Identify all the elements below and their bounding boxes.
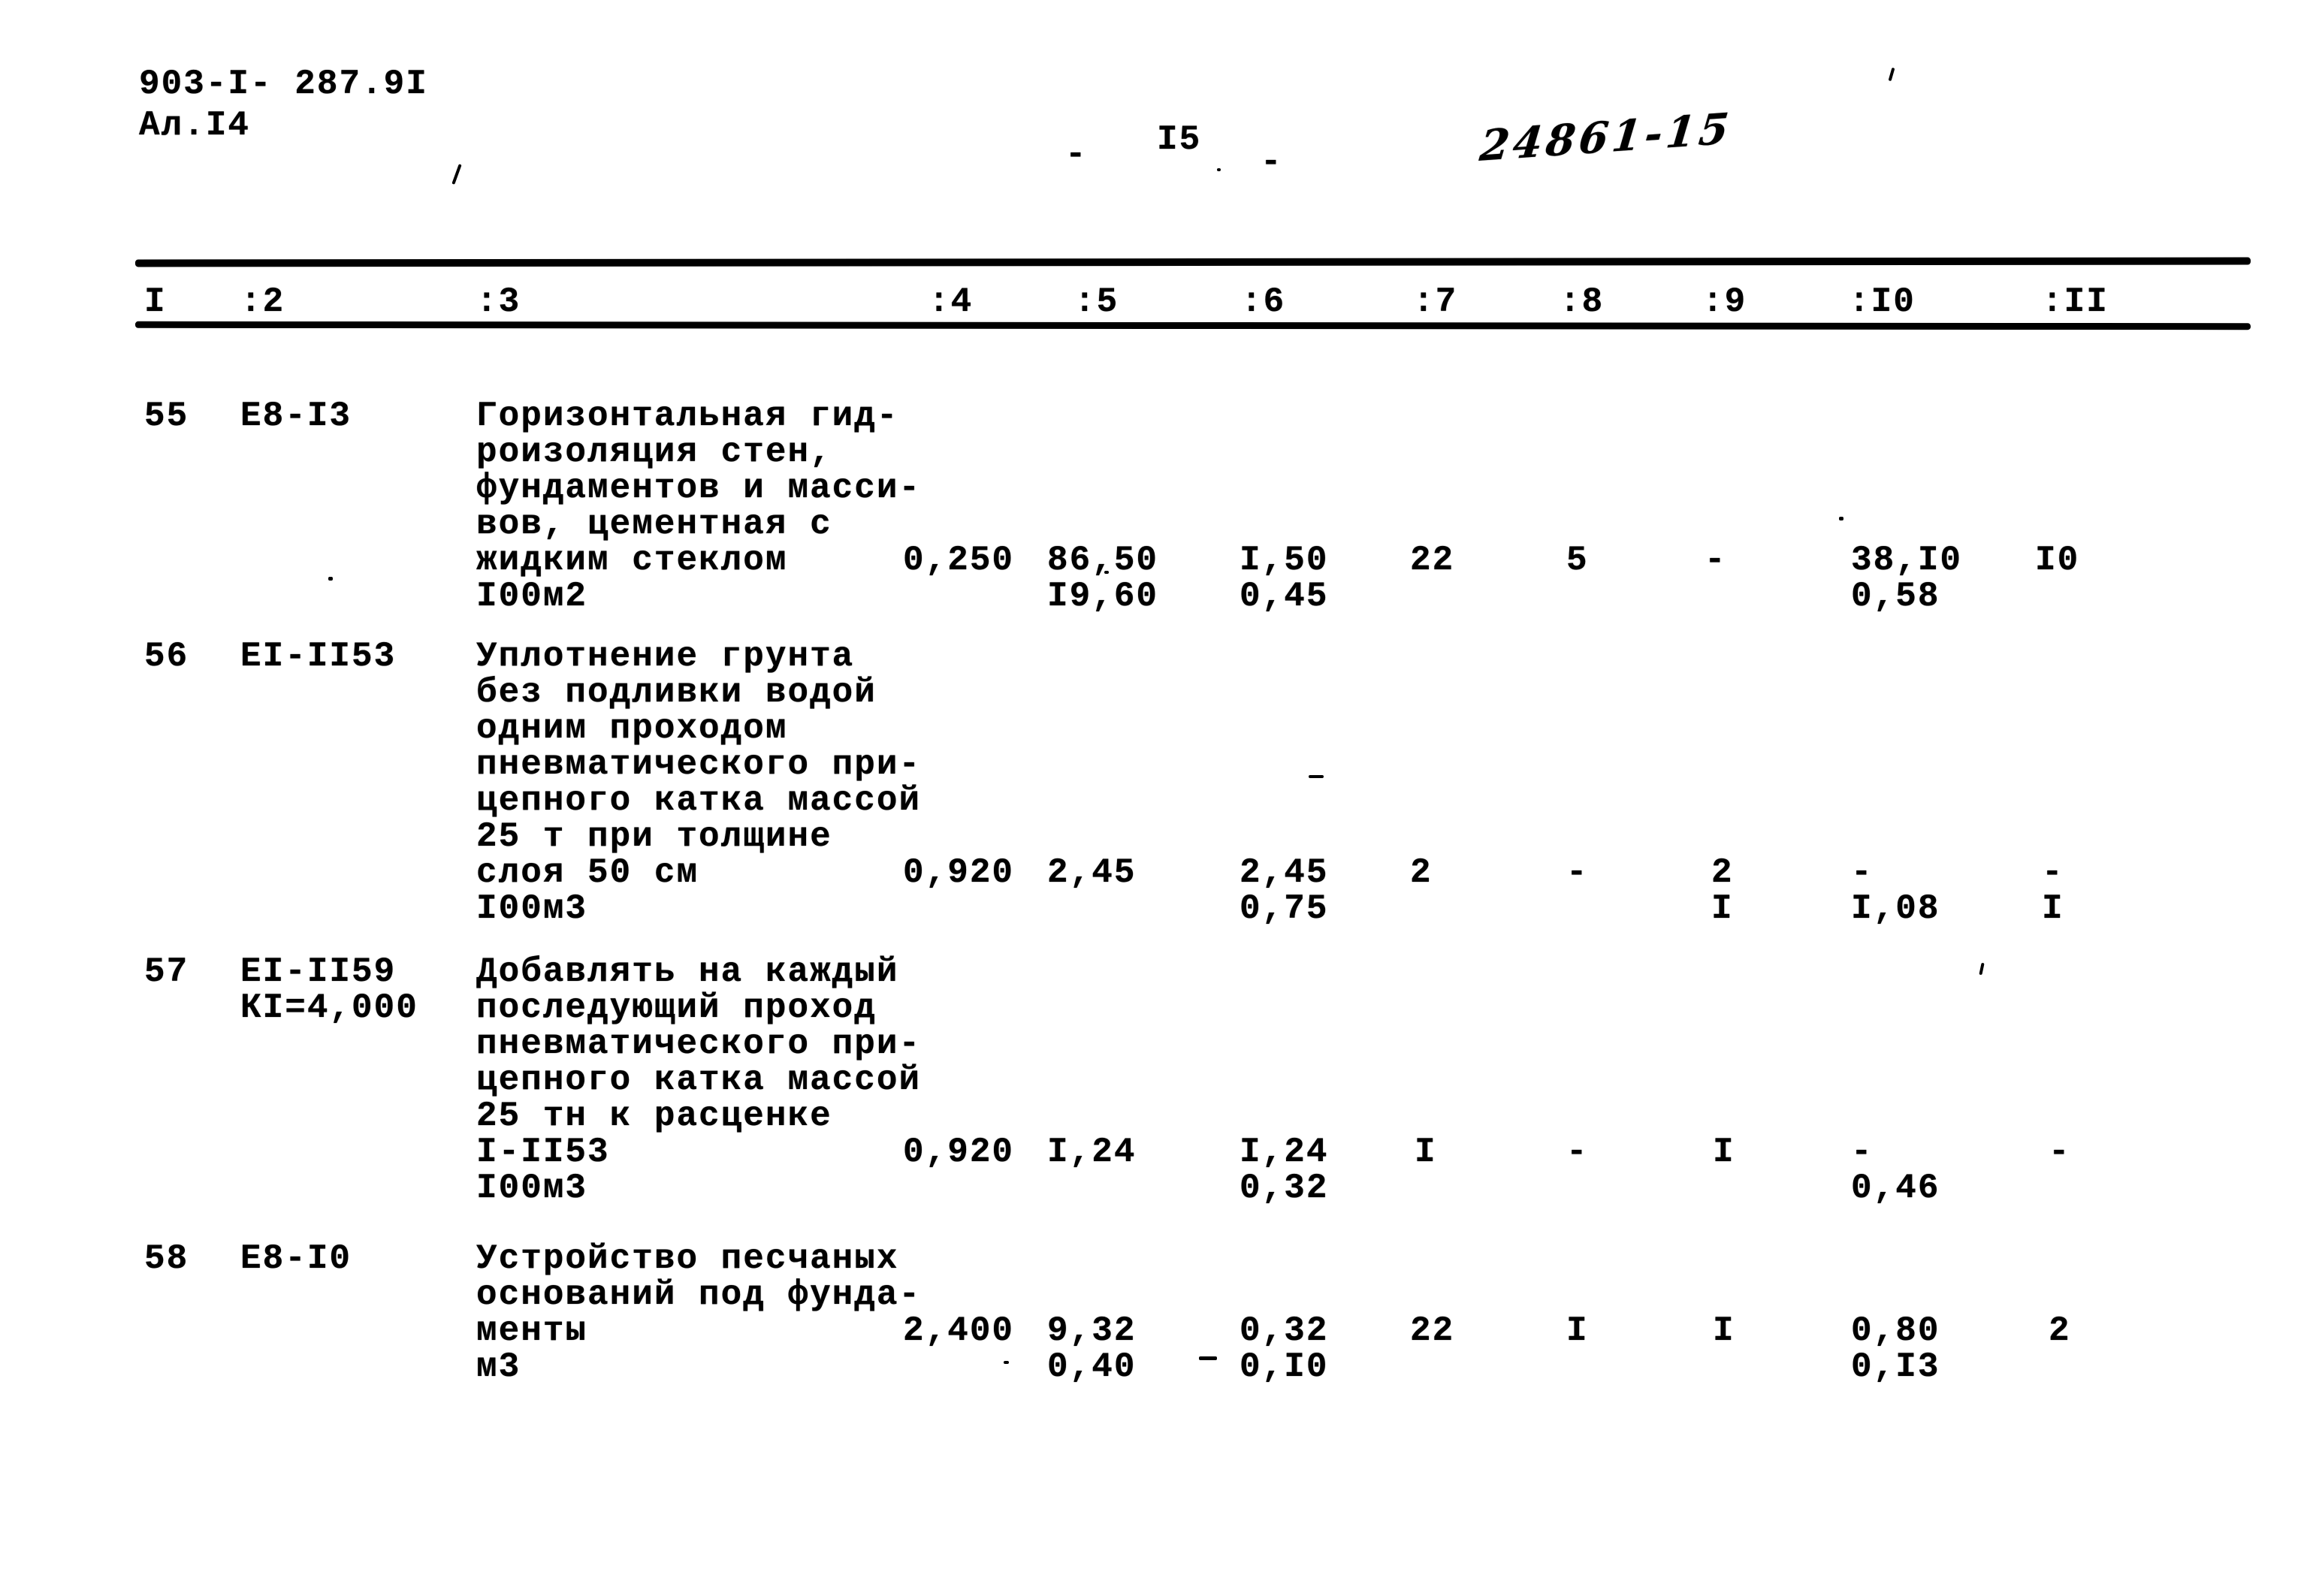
row-56-col-5: 2,45 [1047,853,1137,892]
scan-speck [1309,775,1324,778]
row-55-col-11: I0 [2035,541,2080,580]
row-57-col-10: - 0,46 [1851,1133,1940,1208]
col-header-1: I [144,282,167,321]
page-number: I5 [1157,120,1202,159]
col-header-10: :I0 [1849,282,1916,321]
row-56-col-10: - I,08 [1851,853,1940,928]
row-56-col-9: 2 I [1711,853,1734,928]
scan-speck [1104,571,1109,574]
row-58-col-7: 22 [1410,1311,1455,1350]
row-58-col-4: 2,400 [903,1311,1015,1350]
scan-speck [1199,1356,1217,1360]
scan-speck [1004,1361,1009,1364]
col-header-11: :II [2042,282,2109,321]
scan-speck [1217,168,1221,171]
row-58-col-11: 2 [2049,1311,2071,1350]
col-header-9: :9 [1702,282,1747,321]
row-55-col-10: 38,I0 0,58 [1851,541,1963,616]
row-57-code: ЕI-II59 КI=4,000 [240,952,418,1027]
doc-number: 903-I- 287.9I [139,65,428,104]
row-58-col-5: 9,32 0,40 [1047,1311,1137,1386]
scan-speck [1888,67,1895,82]
col-header-2: :2 [240,282,285,321]
row-56-number: 56 [144,637,189,676]
scan-speck [328,577,333,581]
col-header-5: :5 [1074,282,1119,321]
col-header-8: :8 [1560,282,1605,321]
scan-speck [1839,517,1843,520]
col-header-7: :7 [1413,282,1458,321]
row-57-col-9: I [1713,1133,1735,1172]
row-56-col-8: - [1566,853,1589,892]
row-57-col-5: I,24 [1047,1133,1137,1172]
row-55-col-7: 22 [1410,541,1455,580]
col-header-4: :4 [929,282,974,321]
row-56-col-11: - I [2042,853,2064,928]
row-57-col-8: - [1566,1133,1589,1172]
row-58-number: 58 [144,1239,189,1278]
row-55-code: Е8-I3 [240,397,352,436]
row-55-col-5: 86,50 I9,60 [1047,541,1159,616]
row-58-code: Е8-I0 [240,1239,352,1278]
col-header-6: :6 [1241,282,1286,321]
row-56-description: Уплотнение грунта без подливки водой одн… [476,637,922,928]
table-rule-top [134,257,2251,267]
row-57-description: Добавлять на каждый последующий проход п… [476,952,922,1208]
row-55-col-4: 0,250 [903,541,1015,580]
row-56-code: ЕI-II53 [240,637,397,676]
handwritten-inventory-number: 24861-15 [1477,103,1735,172]
page-number-dash-left: - [1065,135,1088,174]
row-57-col-6: I,24 0,32 [1240,1133,1329,1208]
row-55-col-6: I,50 0,45 [1240,541,1329,616]
row-55-col-8: 5 [1566,541,1589,580]
row-56-col-4: 0,920 [903,853,1015,892]
row-57-col-7: I [1415,1133,1437,1172]
col-header-3: :3 [476,282,521,321]
row-57-number: 57 [144,952,189,991]
row-58-col-10: 0,80 0,I3 [1851,1311,1940,1386]
row-57-col-11: - [2049,1133,2071,1172]
page-number-dash-right: - [1261,143,1283,182]
row-58-description: Устройство песчаных оснований под фунда-… [476,1239,922,1386]
row-55-description: Горизонтальная гид- роизоляция стен, фун… [476,397,922,616]
row-58-col-9: I [1713,1311,1735,1350]
row-55-col-9: - [1705,541,1727,580]
row-56-col-7: 2 [1410,853,1433,892]
row-55-number: 55 [144,397,189,436]
row-57-col-4: 0,920 [903,1133,1015,1172]
scan-speck [1979,962,1985,976]
row-58-col-6: 0,32 0,I0 [1240,1311,1329,1386]
row-58-col-8: I [1566,1311,1589,1350]
scan-speck [451,164,462,185]
sheet-label: Ал.I4 [139,106,251,145]
table-rule-header-bottom [134,321,2251,330]
row-56-col-6: 2,45 0,75 [1240,853,1329,928]
